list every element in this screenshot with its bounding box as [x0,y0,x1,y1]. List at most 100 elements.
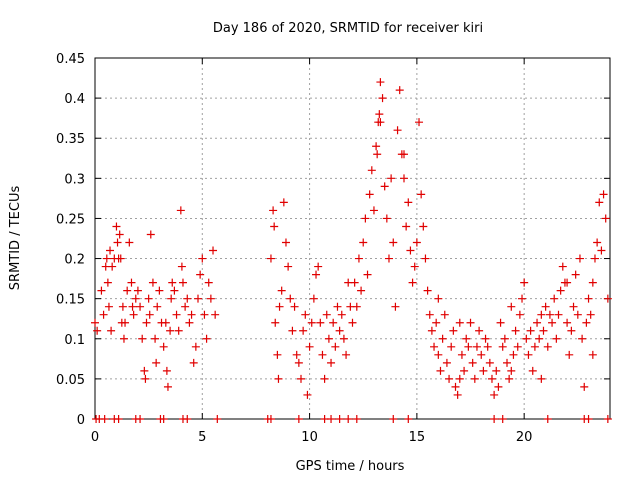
data-point [99,310,108,319]
data-point [288,326,297,335]
data-point [470,374,479,383]
data-point [129,310,138,319]
data-point [453,390,462,399]
data-point [127,278,136,287]
data-point [335,326,344,335]
data-point [367,166,376,175]
data-point [507,366,516,375]
data-point [563,318,572,327]
data-point [116,254,125,263]
data-point [107,326,116,335]
data-point [468,358,477,367]
data-point [537,310,546,319]
data-point [103,278,112,287]
data-point [286,294,295,303]
data-point [543,415,552,423]
data-point [91,318,99,327]
data-point [586,310,595,319]
data-point [312,270,321,279]
x-tick-label: 20 [516,430,533,445]
data-point [322,310,331,319]
data-point [475,326,484,335]
data-point [462,334,471,343]
data-point [131,294,140,303]
data-point [601,214,610,223]
data-point [404,415,413,423]
x-axis-label: GPS time / hours [296,459,405,474]
data-point [556,286,565,295]
data-point [335,415,344,423]
data-point [309,294,318,303]
data-point [378,94,387,103]
data-point [423,286,432,295]
data-point [266,415,275,423]
data-point [269,206,278,215]
data-point [503,358,511,367]
data-point [597,246,606,255]
data-point [168,278,177,287]
data-point [404,198,413,207]
data-point [290,302,299,311]
grid [95,58,610,419]
data-point [565,350,574,359]
data-point [541,302,550,311]
data-point [571,270,580,279]
data-point [402,222,411,231]
data-point [595,198,604,207]
data-point [115,230,124,239]
data-point [327,415,336,423]
data-point [440,310,449,319]
data-point [603,415,612,423]
data-point [97,286,106,295]
data-point [442,358,451,367]
data-point [297,374,305,383]
data-point [445,374,454,383]
data-point [136,302,145,311]
data-point [324,334,333,343]
data-point [106,246,115,255]
data-point [575,254,584,263]
data-point [588,278,597,287]
data-point [573,310,582,319]
data-point [159,415,168,423]
y-tick-label: 0.25 [56,212,85,227]
data-point [162,366,171,375]
data-point [373,150,382,159]
data-point [213,415,222,423]
data-point [185,318,194,327]
data-point [567,326,576,335]
data-point [148,278,157,287]
axis-ticks: 0 0.05 0.1 0.15 0.2 0.25 0.3 0.35 0.4 0.45 0 5 10 15 2… [56,52,610,445]
data-point [395,86,404,95]
data-point [419,222,428,231]
data-point [434,350,443,359]
data-point [537,374,546,383]
data-point [380,182,389,191]
data-point [455,374,464,383]
data-point [104,302,113,311]
data-point [144,294,153,303]
data-point [483,342,492,351]
data-point [142,318,151,327]
data-point [331,342,340,351]
data-point [314,262,323,271]
data-point [451,382,460,391]
data-point [580,382,589,391]
data-point [133,286,142,295]
data-point [363,270,372,279]
data-point [93,326,102,335]
data-point [357,286,366,295]
data-point [406,246,415,255]
data-point [436,366,445,375]
data-point [359,238,368,247]
data-point [578,334,587,343]
data-point [599,190,608,199]
data-point [455,318,464,327]
data-point [513,342,522,351]
data-point [528,366,537,375]
data-point [108,262,117,271]
data-point [479,366,488,375]
data-point [352,415,361,423]
data-point [155,286,164,295]
